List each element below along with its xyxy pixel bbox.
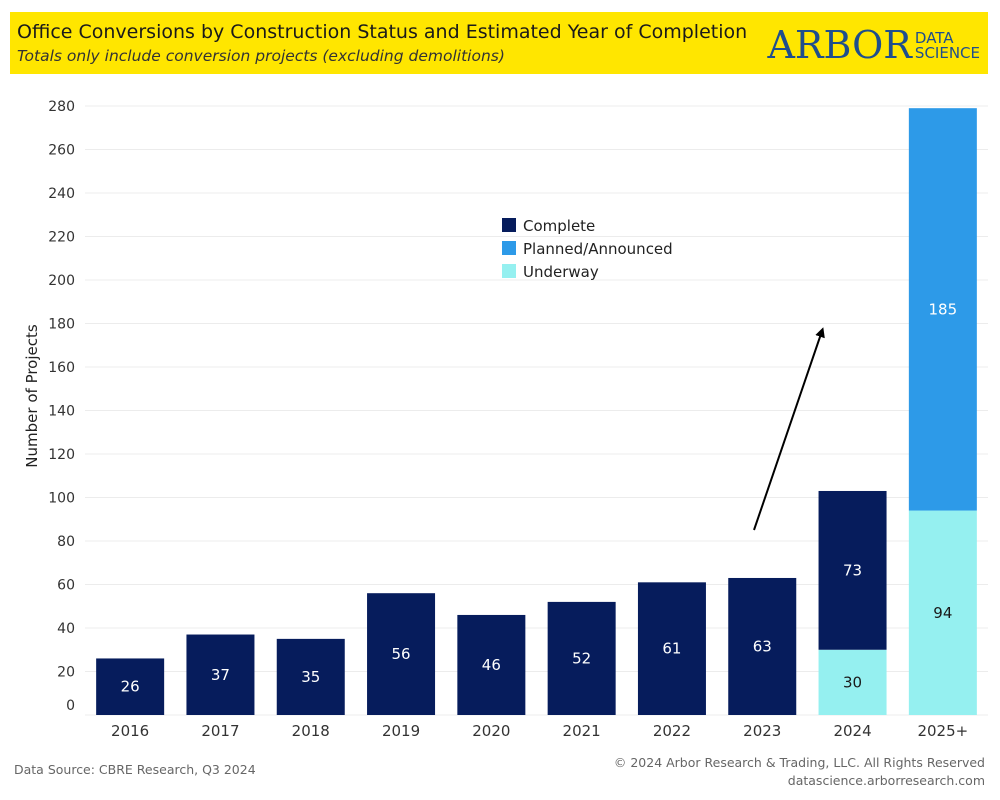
chart-subtitle: Totals only include conversion projects … xyxy=(17,47,505,65)
data-label: 61 xyxy=(662,640,681,658)
website-text: datascience.arborresearch.com xyxy=(787,773,985,788)
y-axis-label: Number of Projects xyxy=(23,324,41,468)
bar-complete-2022 xyxy=(637,582,706,715)
bar-complete-2020 xyxy=(457,614,526,715)
y-tick-label: 260 xyxy=(48,143,75,159)
y-tick-label: 280 xyxy=(48,99,75,115)
x-tick-label: 2017 xyxy=(201,722,239,740)
y-tick-label: 0 xyxy=(66,698,75,714)
x-tick-label: 2022 xyxy=(653,722,691,740)
trend-arrow-line xyxy=(753,327,825,531)
y-tick-label: 140 xyxy=(48,404,75,420)
bar-complete-2016 xyxy=(96,658,165,715)
data-label: 52 xyxy=(572,649,591,667)
data-label: 35 xyxy=(301,668,320,686)
copyright-text: © 2024 Arbor Research & Trading, LLC. Al… xyxy=(613,755,985,770)
data-label: 63 xyxy=(753,637,772,655)
footer-credits: © 2024 Arbor Research & Trading, LLC. Al… xyxy=(614,754,985,790)
arbor-logo: ARBOR DATA SCIENCE xyxy=(767,24,980,64)
y-tick-label: 240 xyxy=(48,186,75,202)
data-label: 94 xyxy=(933,604,952,622)
legend-label: Planned/Announced xyxy=(523,240,673,258)
x-tick-label: 2024 xyxy=(833,722,871,740)
x-tick-label: 2021 xyxy=(563,722,601,740)
data-label: 73 xyxy=(843,561,862,579)
bar-complete-2017 xyxy=(186,634,255,715)
y-tick-label: 120 xyxy=(48,447,75,463)
y-tick-label: 200 xyxy=(48,273,75,289)
legend-label: Underway xyxy=(523,263,599,281)
bar-complete-2019 xyxy=(367,593,436,715)
bars xyxy=(96,108,977,715)
y-tick-label: 180 xyxy=(48,317,75,333)
bar-complete-2023 xyxy=(728,577,797,715)
logo-sub-line-2: SCIENCE xyxy=(914,44,980,62)
chart-title: Office Conversions by Construction Statu… xyxy=(17,21,748,43)
data-label: 37 xyxy=(211,666,230,684)
legend-swatch xyxy=(502,241,516,255)
logo-sub-text: DATA SCIENCE xyxy=(915,31,980,61)
bar-underway-2024 xyxy=(818,649,887,715)
logo-sub-line-1: DATA xyxy=(914,29,954,47)
data-label: 185 xyxy=(929,300,958,318)
y-tick-label: 100 xyxy=(48,491,75,507)
x-tick-label: 2016 xyxy=(111,722,149,740)
y-tick-label: 20 xyxy=(57,665,75,681)
x-tick-label: 2018 xyxy=(292,722,330,740)
x-tick-label: 2023 xyxy=(743,722,781,740)
data-label: 46 xyxy=(482,656,501,674)
data-source: Data Source: CBRE Research, Q3 2024 xyxy=(14,762,256,777)
bar-complete-2018 xyxy=(276,638,345,715)
data-label: 26 xyxy=(121,678,140,696)
logo-main-text: ARBOR xyxy=(767,23,912,67)
y-tick-label: 160 xyxy=(48,360,75,376)
data-labels: 26 37 35 56 46 52 61 63 30 73 94 185 xyxy=(121,300,958,695)
bar-complete-2024 xyxy=(818,490,887,650)
y-axis-ticks: 0 20 40 60 80 100 120 140 160 180 200 220 240 260 280 xyxy=(48,99,75,714)
header-banner: Office Conversions by Construction Statu… xyxy=(10,12,988,74)
x-tick-label: 2020 xyxy=(472,722,510,740)
bar-underway-2025plus xyxy=(908,510,977,715)
y-tick-label: 40 xyxy=(57,621,75,637)
bar-planned-announced-2025plus xyxy=(908,108,977,511)
y-tick-label: 220 xyxy=(48,230,75,246)
x-tick-label: 2019 xyxy=(382,722,420,740)
data-label: 56 xyxy=(392,645,411,663)
y-tick-label: 80 xyxy=(57,534,75,550)
trend-arrow xyxy=(753,327,825,531)
x-tick-label: 2025+ xyxy=(917,722,968,740)
bar-complete-2021 xyxy=(547,601,616,715)
data-label: 30 xyxy=(843,673,862,691)
y-tick-label: 60 xyxy=(57,578,75,594)
legend-swatch xyxy=(502,264,516,278)
x-axis-ticks: 2016 2017 2018 2019 2020 2021 2022 2023 2024 2025… xyxy=(111,722,968,740)
legend-label: Complete xyxy=(523,217,595,235)
legend-swatch xyxy=(502,218,516,232)
legend: Complete Planned/Announced Underway xyxy=(502,217,673,281)
